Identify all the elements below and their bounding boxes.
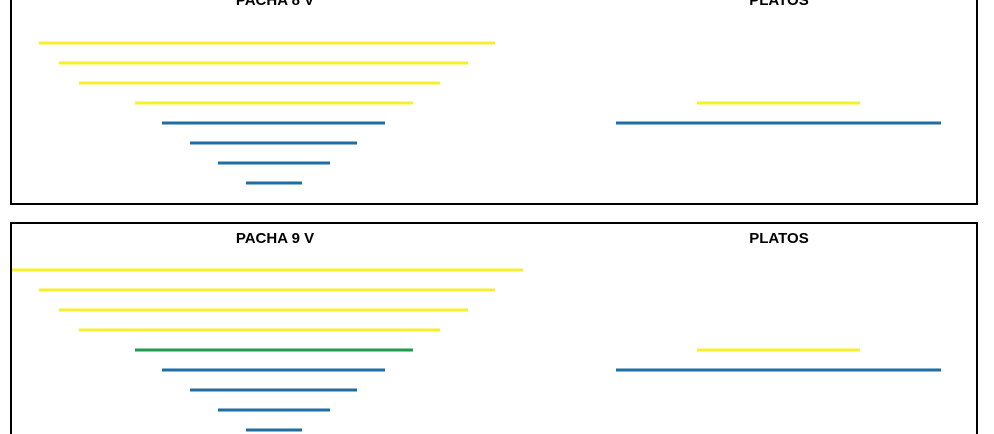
panel-2: PACHA 9 V PLATOS [10, 222, 978, 434]
panel-1: PACHA 8 V PLATOS [10, 0, 978, 205]
panel-title: PACHA 9 V [236, 230, 314, 247]
lines [39, 41, 941, 185]
side-title: PLATOS [749, 0, 808, 9]
side-title: PLATOS [749, 230, 808, 247]
panel-title: PACHA 8 V [236, 0, 314, 9]
panel-border [10, 222, 978, 434]
lines [12, 268, 941, 432]
panel-border [10, 0, 978, 205]
